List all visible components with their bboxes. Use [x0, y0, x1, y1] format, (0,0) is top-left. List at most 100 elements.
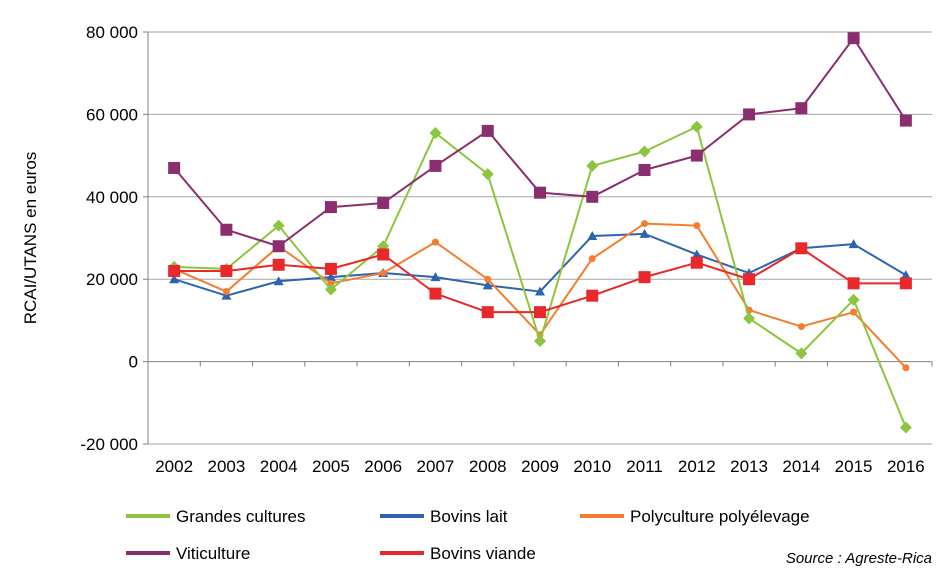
x-tick-label: 2007 [417, 457, 455, 476]
x-tick-label: 2010 [573, 457, 611, 476]
data-point [743, 108, 756, 121]
data-point [587, 230, 598, 240]
x-tick-label: 2008 [469, 457, 507, 476]
data-point [222, 288, 230, 296]
series-lines [168, 32, 912, 434]
series-line [173, 37, 907, 248]
data-point [534, 335, 546, 347]
data-point [272, 219, 285, 232]
legend-label: Bovins lait [430, 507, 508, 526]
data-point [324, 262, 337, 275]
x-tick-label: 2003 [207, 457, 245, 476]
data-point [484, 275, 492, 283]
data-point [325, 272, 336, 282]
data-point [902, 364, 910, 372]
series-bovins-viande [168, 242, 912, 319]
legend-label: Grandes cultures [176, 507, 305, 526]
data-point [900, 270, 911, 280]
data-point [324, 201, 337, 214]
series-grandes-cultures [168, 120, 912, 434]
data-point [168, 264, 181, 277]
data-point [481, 124, 494, 137]
legend-entry: Bovins lait [380, 507, 508, 526]
data-point [481, 306, 494, 319]
data-point [641, 220, 649, 228]
data-point [586, 159, 599, 172]
data-point [430, 272, 441, 282]
data-point [899, 277, 912, 290]
source-note: Source : Agreste-Rica [786, 550, 932, 567]
x-tick-label: 2011 [626, 457, 663, 476]
data-point [899, 114, 912, 127]
series-bovins-lait [169, 228, 911, 300]
data-point [429, 126, 442, 139]
legend-entry: Viticulture [126, 544, 250, 563]
x-tick-label: 2012 [678, 457, 716, 476]
data-point [588, 255, 596, 263]
data-point [690, 256, 703, 269]
data-point [272, 258, 285, 271]
data-point [586, 289, 599, 302]
data-point [795, 242, 808, 255]
legend-entry: Polyculture polyélevage [580, 507, 810, 526]
series-viticulture [168, 32, 912, 253]
legend-label: Viticulture [176, 544, 250, 563]
legend-label: Bovins viande [430, 544, 536, 563]
legend-entry: Bovins viande [380, 544, 536, 563]
data-point [690, 120, 703, 133]
data-point [795, 102, 808, 115]
data-point [638, 271, 651, 284]
data-point [797, 323, 805, 331]
data-point [168, 161, 181, 174]
series-line [174, 125, 907, 428]
data-point [586, 190, 599, 203]
legend-entry: Grandes cultures [126, 507, 305, 526]
data-point [221, 290, 232, 300]
data-point [220, 223, 233, 236]
data-point [638, 145, 651, 158]
data-point [848, 239, 859, 249]
data-point [847, 293, 860, 306]
data-point [534, 306, 546, 319]
y-tick-label: 80 000 [86, 23, 138, 42]
data-point [169, 274, 180, 284]
data-point [324, 283, 337, 296]
data-point [482, 280, 493, 290]
y-tick-label: -20 000 [80, 435, 138, 454]
data-point [795, 347, 808, 360]
data-point [638, 164, 651, 177]
x-tick-label: 2016 [887, 457, 925, 476]
x-tick-label: 2009 [521, 457, 559, 476]
data-point [743, 312, 756, 325]
x-tick-label: 2002 [155, 457, 193, 476]
data-point [327, 279, 335, 287]
y-tick-label: 60 000 [86, 105, 138, 124]
data-point [534, 186, 546, 199]
data-point [847, 32, 860, 45]
data-point [481, 168, 494, 181]
data-point [220, 264, 233, 277]
data-point [377, 248, 390, 261]
data-point [429, 159, 442, 172]
y-axis-label: RCAI/UTANS en euros [21, 152, 40, 325]
y-tick-label: 20 000 [86, 270, 138, 289]
x-tick-label: 2004 [260, 457, 298, 476]
data-point [379, 269, 387, 277]
data-point [429, 287, 442, 300]
data-point [431, 238, 439, 246]
data-point [899, 421, 912, 434]
data-point [743, 273, 756, 286]
data-point [850, 308, 858, 316]
data-point [535, 286, 545, 296]
data-point [691, 249, 702, 259]
gridlines [148, 31, 932, 445]
legend-label: Polyculture polyélevage [630, 507, 810, 526]
x-tick-label: 2015 [835, 457, 873, 476]
y-tick-label: 40 000 [86, 188, 138, 207]
data-point [377, 196, 390, 209]
x-tick-label: 2013 [730, 457, 768, 476]
data-point [847, 277, 860, 290]
x-axis-tick-labels: 2002 2003 2004 2005 2006 2007 2008 2009 2010 2011… [155, 457, 925, 476]
x-tick-label: 2005 [312, 457, 350, 476]
